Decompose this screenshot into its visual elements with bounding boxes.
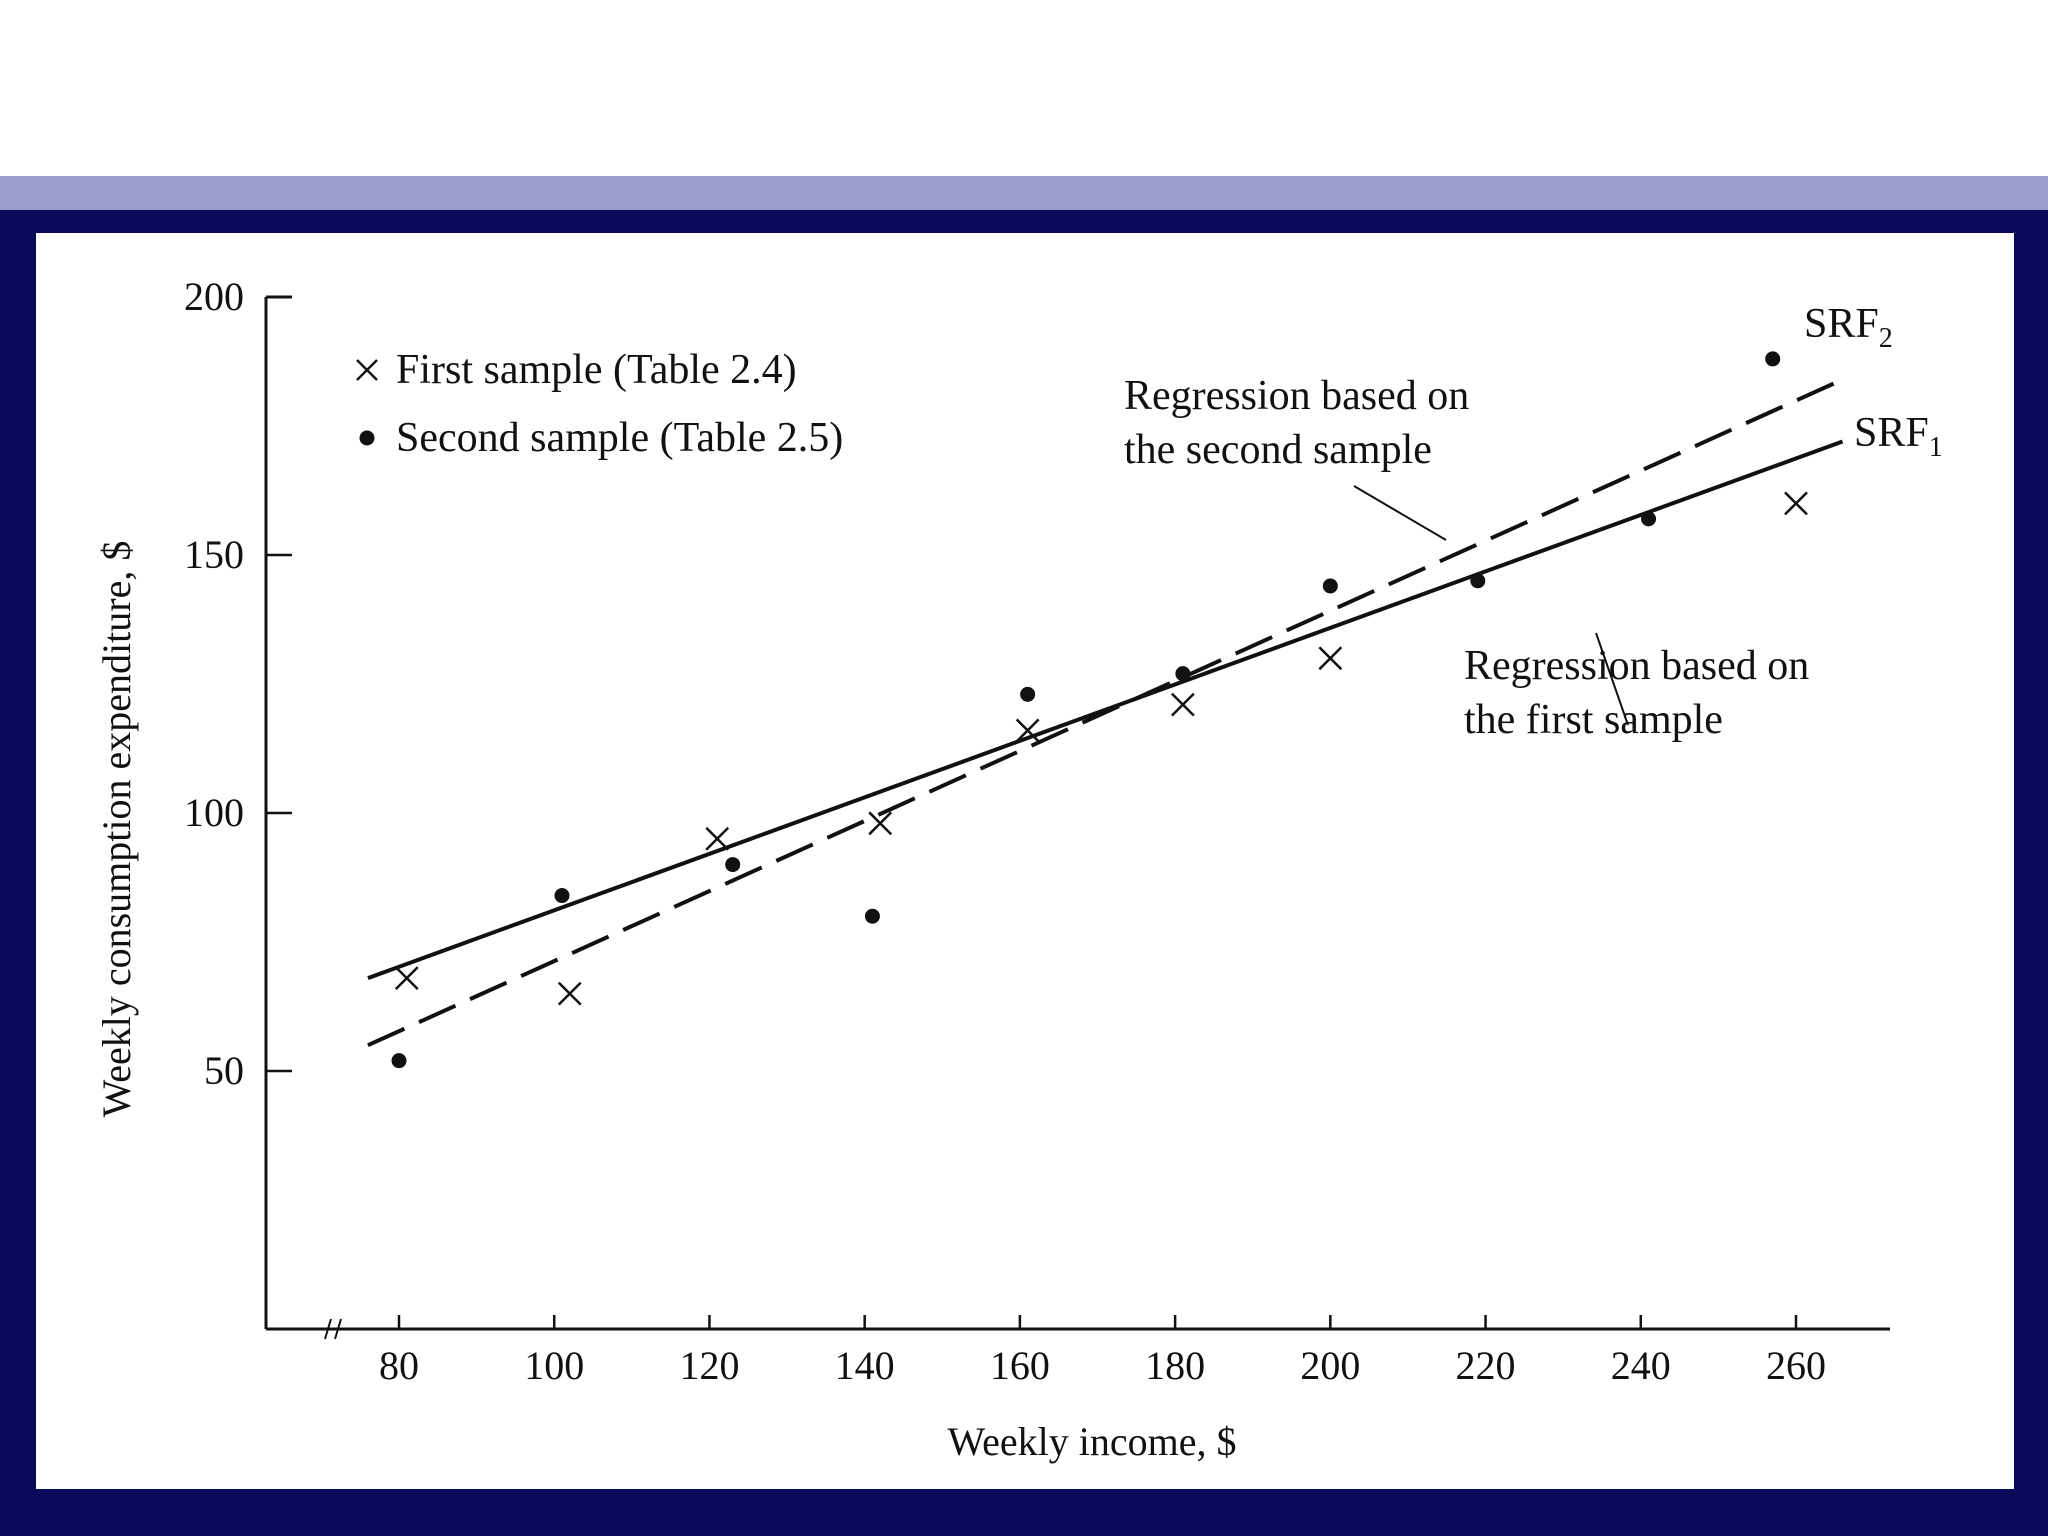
annotation-text: Regression based on <box>1464 643 1809 689</box>
x-tick-label: 160 <box>990 1343 1050 1388</box>
srf2-label-subscript: 2 <box>1879 323 1893 354</box>
regression-scatter-chart: 80 100 120 140 160 180 200 220 240 260 50 100 150 200… <box>94 274 1943 1464</box>
slide-accent-band <box>0 176 2048 210</box>
first-sample-point <box>557 981 582 1006</box>
first-sample-point <box>868 811 893 836</box>
x-tick-label: 220 <box>1456 1343 1516 1388</box>
legend: First sample (Table 2.4) Second sample (T… <box>356 347 843 461</box>
cross-stroke <box>705 826 730 851</box>
second-sample-point <box>1641 511 1657 527</box>
regression-lines-group <box>367 377 1844 1048</box>
annotation-text: the second sample <box>1124 427 1432 473</box>
srf1-label-main: SRF <box>1854 410 1929 456</box>
x-tick-label: 140 <box>835 1343 895 1388</box>
second-sample-point <box>864 908 880 924</box>
cross-stroke <box>356 359 378 381</box>
x-axis-break-mark <box>324 1318 332 1340</box>
second-sample-point <box>391 1053 407 1069</box>
annotation-text: Regression based on <box>1124 373 1469 419</box>
x-tick-label: 180 <box>1145 1343 1205 1388</box>
regression-line-first-sample <box>367 439 1844 980</box>
first-sample-point <box>705 826 730 851</box>
cross-stroke <box>394 966 419 991</box>
ticks-group: 80 100 120 140 160 180 200 220 240 260 50 100 150 200 <box>184 274 1826 1388</box>
chart-panel: 80 100 120 140 160 180 200 220 240 260 50 100 150 200… <box>36 233 2014 1489</box>
first-sample-point <box>394 966 419 991</box>
cross-stroke <box>1170 692 1195 717</box>
second-sample-point <box>1020 686 1036 702</box>
cross-stroke <box>1318 646 1343 671</box>
cross-stroke <box>868 811 893 836</box>
data-points-group <box>391 351 1808 1069</box>
first-sample-point <box>1318 646 1343 671</box>
second-sample-point <box>1765 351 1781 367</box>
x-tick-label: 200 <box>1300 1343 1360 1388</box>
y-tick-label: 200 <box>184 274 244 319</box>
x-axis-break <box>324 1318 342 1340</box>
srf1-label: SRF1 <box>1854 410 1943 463</box>
cross-stroke <box>1784 491 1808 516</box>
second-sample-point <box>725 857 741 873</box>
x-axis-break-mark <box>334 1318 342 1340</box>
legend-cross-icon <box>356 359 378 381</box>
srf1-label-subscript: 1 <box>1929 432 1943 463</box>
y-tick-label: 150 <box>184 532 244 577</box>
x-tick-label: 80 <box>379 1343 419 1388</box>
annotation-leader-line <box>1595 632 1629 726</box>
x-tick-label: 260 <box>1766 1343 1826 1388</box>
second-sample-point <box>1322 578 1338 594</box>
srf2-label-main: SRF <box>1804 301 1879 347</box>
first-sample-point <box>1784 491 1808 516</box>
second-sample-point <box>1175 666 1191 682</box>
first-sample-point <box>1015 718 1040 743</box>
regression-line-second-sample <box>367 377 1844 1048</box>
first-sample-point <box>1170 692 1195 717</box>
legend-label: First sample (Table 2.4) <box>396 347 797 393</box>
y-tick-label: 100 <box>184 790 244 835</box>
y-tick-label: 50 <box>204 1048 244 1093</box>
slide-top-area <box>0 0 2048 176</box>
second-sample-point <box>1470 573 1486 589</box>
x-tick-label: 240 <box>1611 1343 1671 1388</box>
cross-stroke <box>1015 718 1040 743</box>
second-sample-point <box>554 888 570 904</box>
srf2-label: SRF2 <box>1804 301 1893 354</box>
y-axis-label: Weekly consumption expenditure, $ <box>94 541 139 1118</box>
annotation-leader-line <box>1353 485 1447 541</box>
x-tick-label: 120 <box>679 1343 739 1388</box>
x-axis-label: Weekly income, $ <box>948 1419 1237 1464</box>
cross-stroke <box>557 981 582 1006</box>
legend-label: Second sample (Table 2.5) <box>396 415 843 461</box>
x-tick-label: 100 <box>524 1343 584 1388</box>
legend-dot-icon <box>359 430 375 446</box>
annotation-text: the first sample <box>1464 697 1723 743</box>
